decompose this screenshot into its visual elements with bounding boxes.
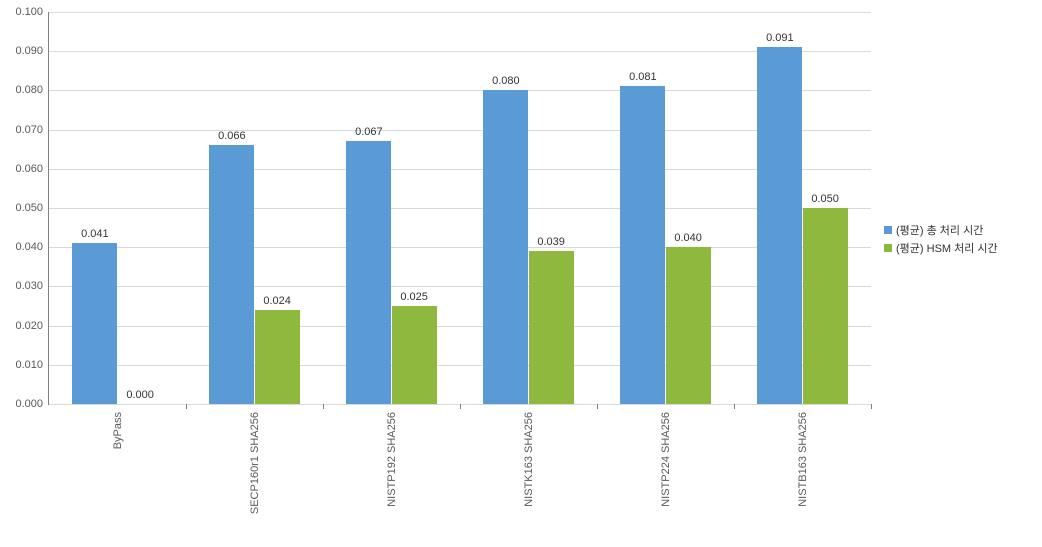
ytick-label: 0.000 <box>15 398 49 410</box>
x-category-label: NISTB163 SHA256 <box>797 404 809 507</box>
ytick-label: 0.100 <box>15 6 49 18</box>
bar-value-label: 0.067 <box>355 126 383 141</box>
chart-container: 0.000 0.010 0.020 0.030 0.040 0.050 0.060 0.070… <box>0 0 1042 547</box>
x-tick <box>597 404 598 409</box>
x-category-label: ByPass <box>112 404 124 449</box>
legend-label: (평균) HSM 처리 시간 <box>896 240 998 256</box>
bar: 0.041 <box>72 243 117 404</box>
ytick-label: 0.060 <box>15 163 49 175</box>
bar-group: 0.0810.040NISTP224 SHA256 <box>597 12 734 404</box>
plot-area: 0.0000.0100.0200.0300.0400.0500.0600.070… <box>48 12 871 405</box>
x-tick <box>186 404 187 409</box>
bar-value-label: 0.025 <box>400 291 428 306</box>
bar: 0.050 <box>803 208 848 404</box>
ytick-label: 0.030 <box>15 280 49 292</box>
legend: (평균) 총 처리 시간 (평균) HSM 처리 시간 <box>884 220 998 258</box>
legend-item: (평균) HSM 처리 시간 <box>884 240 998 256</box>
bar-value-label: 0.080 <box>492 75 520 90</box>
ytick-label: 0.090 <box>15 45 49 57</box>
bar-value-label: 0.039 <box>537 236 565 251</box>
x-category-label: NISTK163 SHA256 <box>523 404 535 507</box>
bar-value-label: 0.041 <box>81 228 109 243</box>
ytick-label: 0.050 <box>15 202 49 214</box>
bar-value-label: 0.000 <box>126 389 154 404</box>
x-tick <box>734 404 735 409</box>
bar-group: 0.0670.025NISTP192 SHA256 <box>323 12 460 404</box>
bar-value-label: 0.066 <box>218 130 246 145</box>
ytick-label: 0.010 <box>15 359 49 371</box>
bar-value-label: 0.091 <box>766 32 794 47</box>
bar: 0.067 <box>346 141 391 404</box>
bar-value-label: 0.024 <box>263 295 291 310</box>
bar: 0.066 <box>209 145 254 404</box>
legend-swatch <box>884 226 892 234</box>
ytick-label: 0.020 <box>15 320 49 332</box>
legend-swatch <box>884 244 892 252</box>
legend-label: (평균) 총 처리 시간 <box>896 222 983 238</box>
x-tick <box>871 404 872 409</box>
x-tick <box>323 404 324 409</box>
bar-value-label: 0.040 <box>674 232 702 247</box>
legend-item: (평균) 총 처리 시간 <box>884 222 998 238</box>
bar: 0.025 <box>392 306 437 404</box>
x-category-label: NISTP192 SHA256 <box>386 404 398 507</box>
bar: 0.039 <box>529 251 574 404</box>
ytick-label: 0.070 <box>15 124 49 136</box>
bar-group: 0.0410.000ByPass <box>49 12 186 404</box>
bar-group: 0.0910.050NISTB163 SHA256 <box>734 12 871 404</box>
ytick-label: 0.040 <box>15 241 49 253</box>
x-category-label: SECP160r1 SHA256 <box>249 404 261 514</box>
bar: 0.091 <box>757 47 802 404</box>
bar: 0.080 <box>483 90 528 404</box>
bar-value-label: 0.081 <box>629 71 657 86</box>
bar: 0.081 <box>620 86 665 404</box>
x-category-label: NISTP224 SHA256 <box>660 404 672 507</box>
bar-group: 0.0660.024SECP160r1 SHA256 <box>186 12 323 404</box>
bar: 0.024 <box>255 310 300 404</box>
ytick-label: 0.080 <box>15 84 49 96</box>
bar-value-label: 0.050 <box>811 193 839 208</box>
bar: 0.040 <box>666 247 711 404</box>
x-tick <box>460 404 461 409</box>
bar-group: 0.0800.039NISTK163 SHA256 <box>460 12 597 404</box>
